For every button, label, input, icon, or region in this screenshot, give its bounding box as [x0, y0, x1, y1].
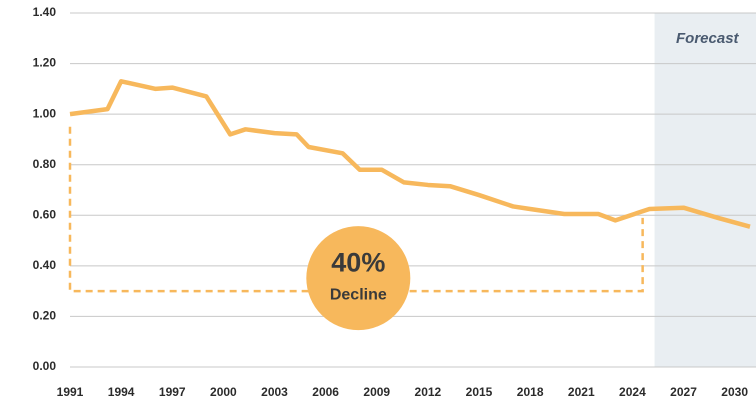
x-tick-label: 1991 [57, 385, 84, 399]
y-tick-label: 1.20 [33, 56, 57, 70]
decline-badge [306, 226, 411, 331]
y-tick-label: 0.60 [33, 207, 57, 221]
y-tick-label: 0.80 [33, 157, 57, 171]
decline-value: 40% [331, 247, 385, 277]
line [69, 79, 751, 229]
x-tick-label: 2024 [619, 385, 646, 399]
x-tick-label: 2030 [721, 385, 748, 399]
x-tick-label: 2018 [517, 385, 544, 399]
x-tick-label: 2027 [670, 385, 697, 399]
forecast-label: Forecast [676, 30, 740, 47]
y-tick-label: 1.40 [33, 5, 57, 19]
x-tick-label: 2021 [568, 385, 595, 399]
y-tick-label: 0.20 [33, 309, 57, 323]
x-tick-label: 2015 [466, 385, 493, 399]
x-tick-label: 2000 [210, 385, 237, 399]
x-tick-label: 2003 [261, 385, 288, 399]
x-tick-label: 2009 [363, 385, 390, 399]
y-tick-label: 0.40 [33, 258, 57, 272]
x-tick-label: 1994 [108, 385, 135, 399]
y-tick-label: 1.00 [33, 106, 57, 120]
y-tick-label: 0.00 [33, 359, 57, 373]
x-tick-label: 1997 [159, 385, 186, 399]
decline-text: Decline [330, 286, 387, 303]
x-tick-label: 2006 [312, 385, 339, 399]
x-tick-label: 2012 [415, 385, 442, 399]
forecast-region [654, 13, 756, 367]
